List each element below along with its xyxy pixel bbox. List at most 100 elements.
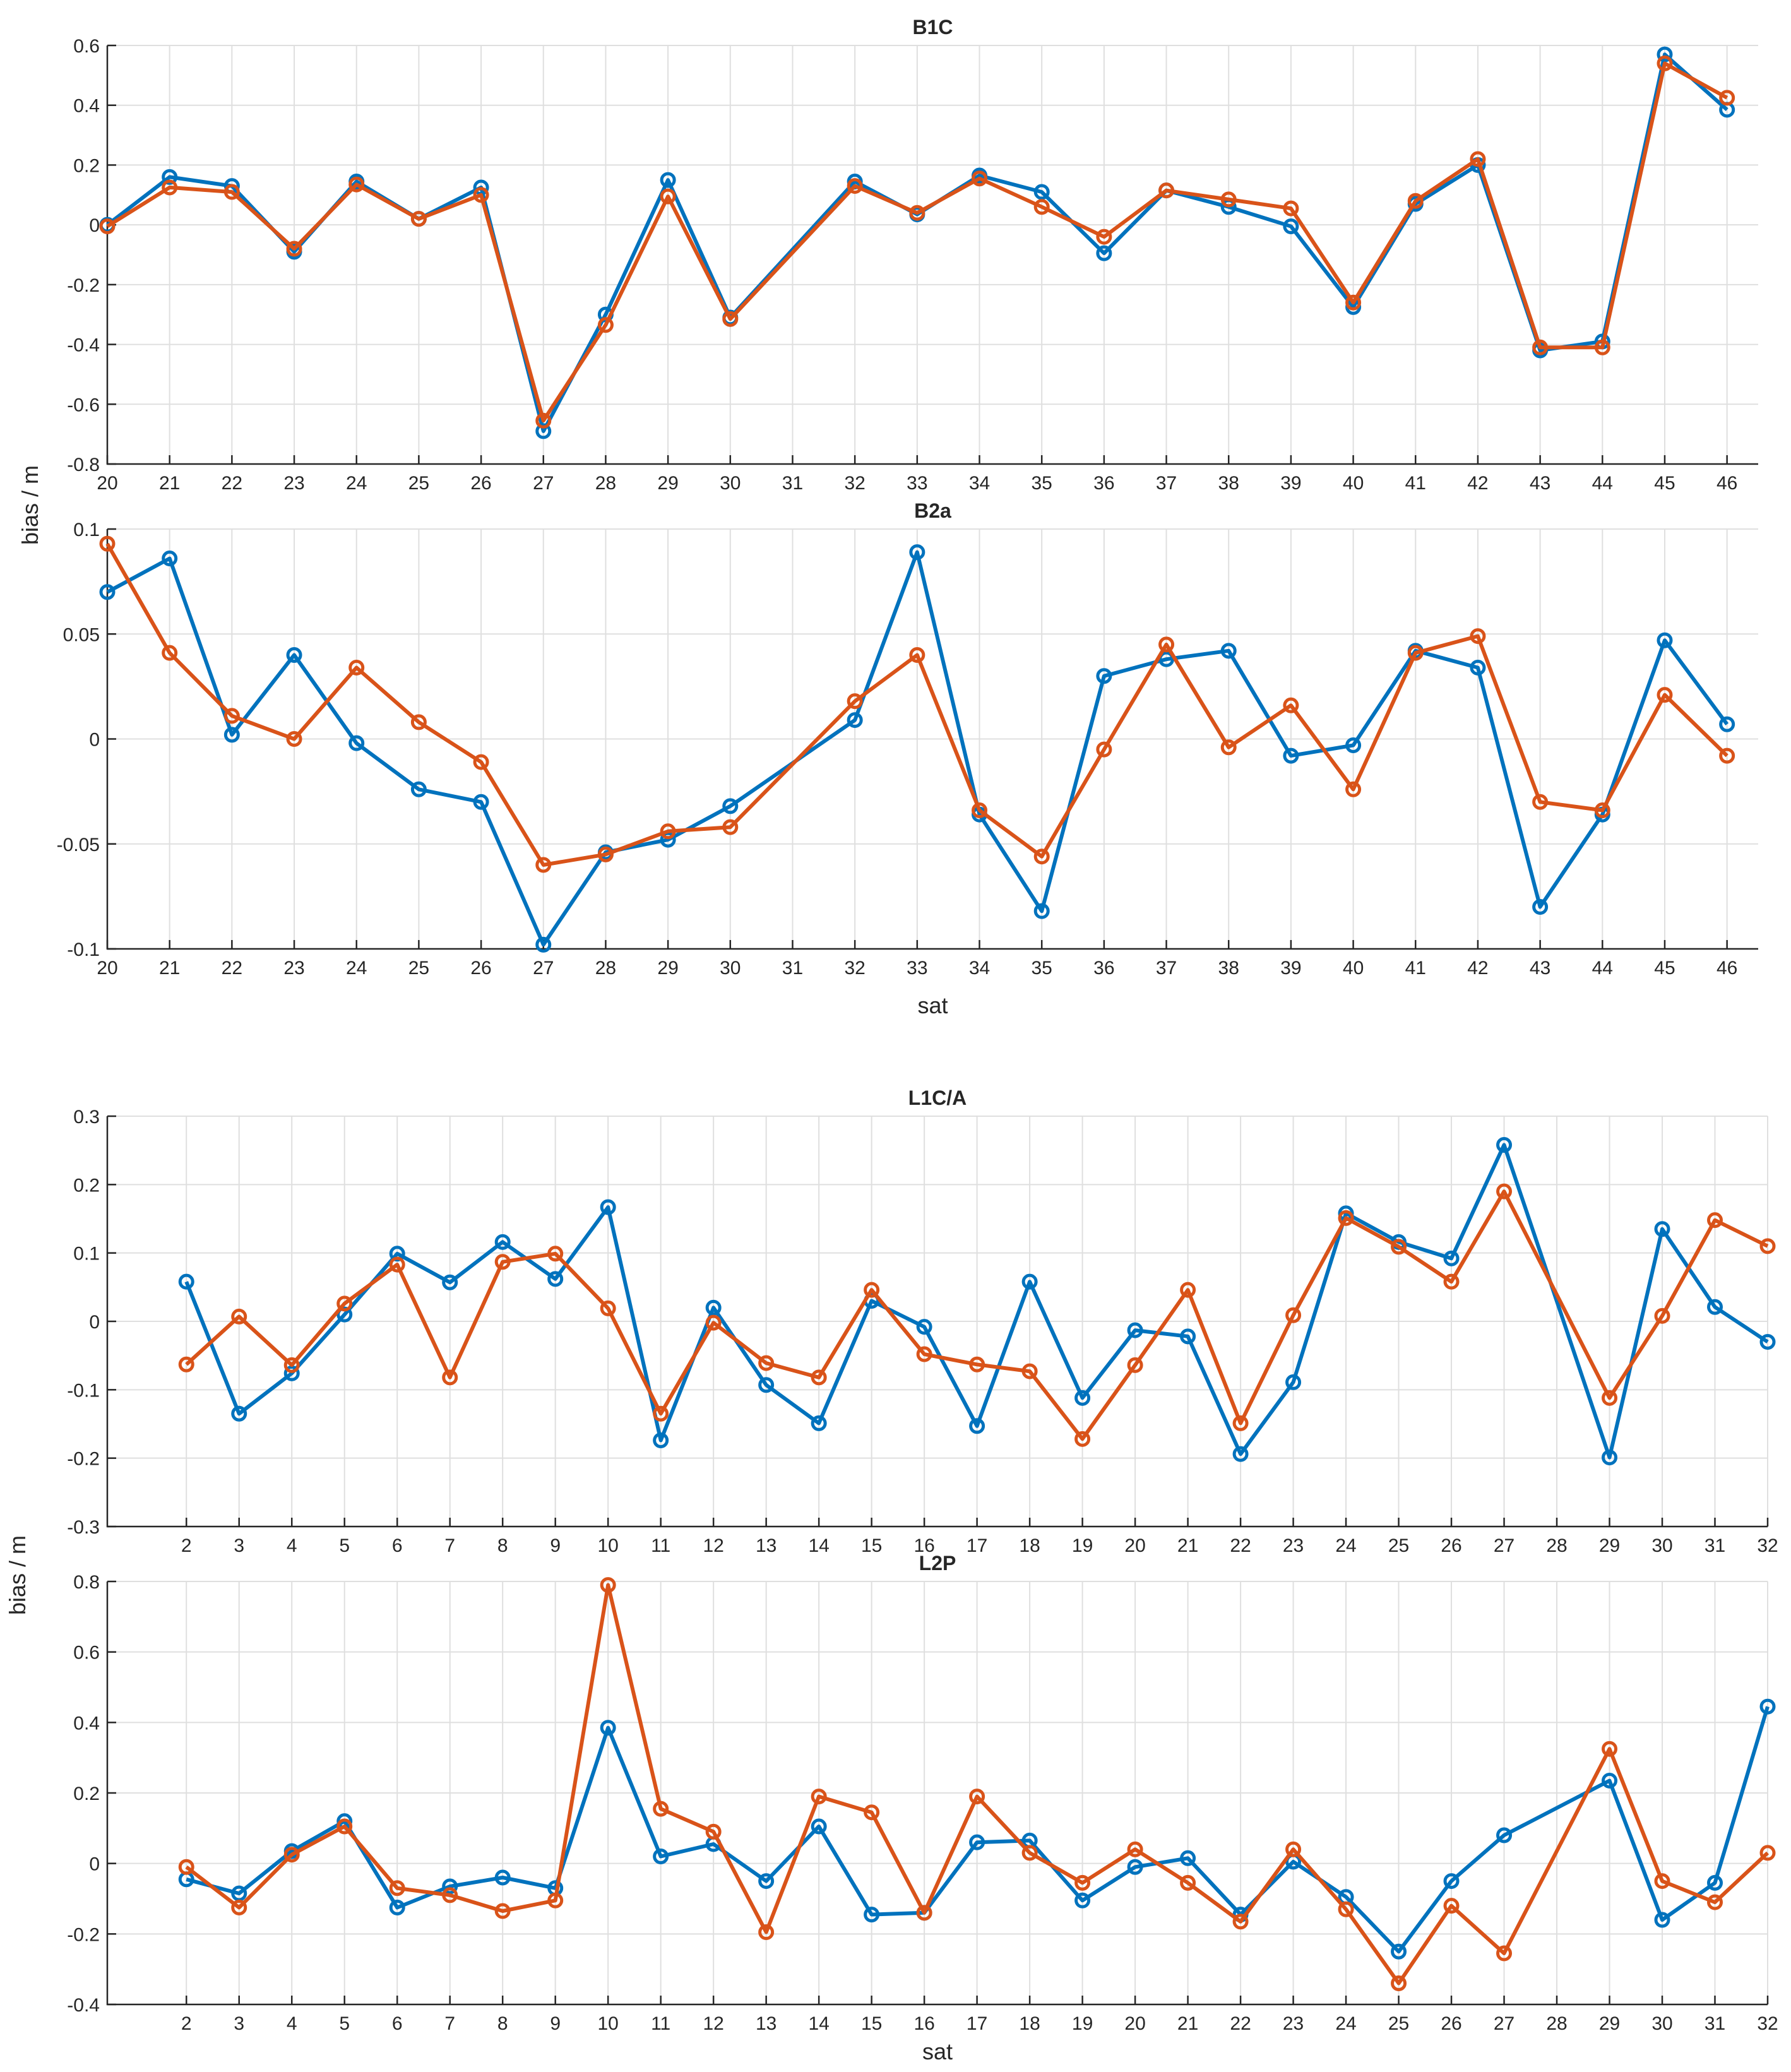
data-point: [178, 1273, 194, 1290]
data-point: [969, 1356, 985, 1372]
x-tick-label: 32: [1757, 1535, 1778, 1556]
data-point: [223, 184, 240, 200]
data-point: [1496, 1183, 1513, 1200]
series-2: [99, 535, 1735, 873]
x-tick-label: 42: [1467, 958, 1488, 979]
data-point: [722, 311, 739, 327]
x-tick-label: 24: [1335, 2013, 1356, 2034]
data-point: [847, 178, 863, 194]
data-point: [705, 1299, 722, 1316]
x-tick-label: 3: [234, 2013, 244, 2034]
data-point: [600, 1300, 616, 1316]
x-tick-label: 45: [1654, 473, 1675, 494]
x-tick-label: 24: [1335, 1535, 1356, 1556]
data-point: [1283, 200, 1299, 217]
x-tick-label: 21: [1177, 1535, 1198, 1556]
y-axis-ticks: -0.3 -0.2 -0.1 0 0.1 0.2 0.3: [67, 1107, 116, 1538]
data-point: [283, 1365, 300, 1381]
series-2-line: [185, 1583, 1770, 1986]
x-tick-label: 22: [1230, 1535, 1251, 1556]
data-point: [1759, 1334, 1776, 1350]
chart-title: L2P: [919, 1552, 956, 1575]
x-tick-label: 10: [597, 1535, 618, 1556]
data-point: [1654, 1912, 1670, 1928]
data-point: [909, 205, 925, 221]
x-tick-label: 24: [346, 473, 367, 494]
data-point: [286, 241, 302, 257]
data-point: [1602, 1741, 1618, 1757]
chart-1-b1c: 20 21 22 23 24 25 26 27 28 29 30 31 32 33 34 35 36 37 38 39…: [17, 16, 1758, 545]
data-point: [1283, 218, 1299, 235]
x-tick-label: 30: [1651, 1535, 1672, 1556]
data-point: [1602, 1772, 1618, 1789]
data-point: [348, 659, 365, 676]
y-axis-label: bias / m: [17, 465, 43, 545]
data-point: [1127, 1841, 1143, 1857]
x-tick-label: 40: [1343, 958, 1364, 979]
data-point: [547, 1892, 564, 1908]
series-2: [99, 55, 1735, 429]
data-point: [1220, 739, 1237, 756]
x-tick-label: 33: [907, 958, 927, 979]
y-tick-label: -0.6: [67, 395, 100, 415]
data-point: [1391, 1239, 1407, 1255]
x-tick-label: 37: [1156, 473, 1177, 494]
data-point: [705, 1314, 722, 1331]
grid-lines: [107, 1581, 1768, 2005]
x-tick-label: 16: [913, 2013, 934, 2034]
data-point: [1033, 903, 1050, 919]
data-point: [348, 176, 365, 193]
chart-title: B2a: [914, 499, 951, 522]
data-point: [535, 936, 552, 953]
data-point: [1657, 687, 1673, 703]
x-tick-label: 21: [159, 958, 180, 979]
x-tick-label: 17: [967, 1535, 987, 1556]
y-tick-label: 0.2: [73, 155, 100, 176]
x-tick-label: 20: [1124, 2013, 1145, 2034]
data-point: [1719, 716, 1735, 732]
x-tick-label: 36: [1093, 958, 1114, 979]
y-tick-label: 0.05: [63, 624, 100, 645]
series-1-line: [106, 550, 1729, 947]
data-point: [916, 1319, 932, 1335]
data-point: [178, 1356, 194, 1372]
data-point: [1285, 1841, 1302, 1857]
data-point: [972, 802, 988, 819]
x-tick-label: 6: [392, 1535, 403, 1556]
chart-title: B1C: [912, 16, 953, 39]
data-point: [1391, 1975, 1407, 1991]
x-tick-label: 39: [1280, 473, 1301, 494]
data-point: [597, 317, 614, 333]
data-point: [705, 1823, 722, 1840]
data-point: [442, 1274, 458, 1290]
x-tick-label: 12: [703, 1535, 723, 1556]
x-tick-label: 18: [1019, 1535, 1040, 1556]
x-tick-label: 6: [392, 2013, 403, 2034]
x-tick-label: 31: [782, 958, 803, 979]
x-tick-label: 32: [844, 958, 865, 979]
data-point: [811, 1818, 827, 1835]
chart-4-l2p: 2 3 4 5 6 7 8 9 10 11 12 13 14 15 16 17 18 19 20 21 22 23 24 25…: [67, 1552, 1778, 2064]
y-tick-label: 0.1: [73, 520, 100, 540]
x-tick-label: 25: [408, 473, 429, 494]
data-point: [473, 187, 489, 203]
x-axis-ticks: 20 21 22 23 24 25 26 27 28 29 30 31 32 33 34 35 36 37 38 39…: [97, 455, 1737, 494]
data-point: [178, 1859, 194, 1875]
y-tick-label: 0.4: [73, 1713, 100, 1734]
x-tick-label: 23: [283, 473, 304, 494]
x-axis-ticks: 20 21 22 23 24 25 26 27 28 29 30 31 32 33 34 35 36 37 38 39…: [97, 940, 1737, 979]
data-point: [494, 1869, 511, 1886]
data-point: [1232, 1415, 1249, 1431]
x-axis-ticks: 2 3 4 5 6 7 8 9 10 11 12 13 14 15 16 17 18 19 20 21 22 23 24 25…: [181, 1518, 1778, 1556]
y-tick-label: 0.4: [73, 96, 100, 117]
x-tick-label: 21: [159, 473, 180, 494]
data-point: [494, 1254, 511, 1270]
data-point: [969, 1789, 985, 1805]
data-point: [1232, 1914, 1249, 1930]
data-point: [231, 1405, 247, 1422]
y-tick-label: 0.8: [73, 1572, 100, 1593]
x-tick-label: 4: [287, 2013, 297, 2034]
data-point: [1033, 848, 1050, 865]
y-tick-label: -0.2: [67, 1924, 100, 1945]
data-point: [722, 798, 739, 814]
